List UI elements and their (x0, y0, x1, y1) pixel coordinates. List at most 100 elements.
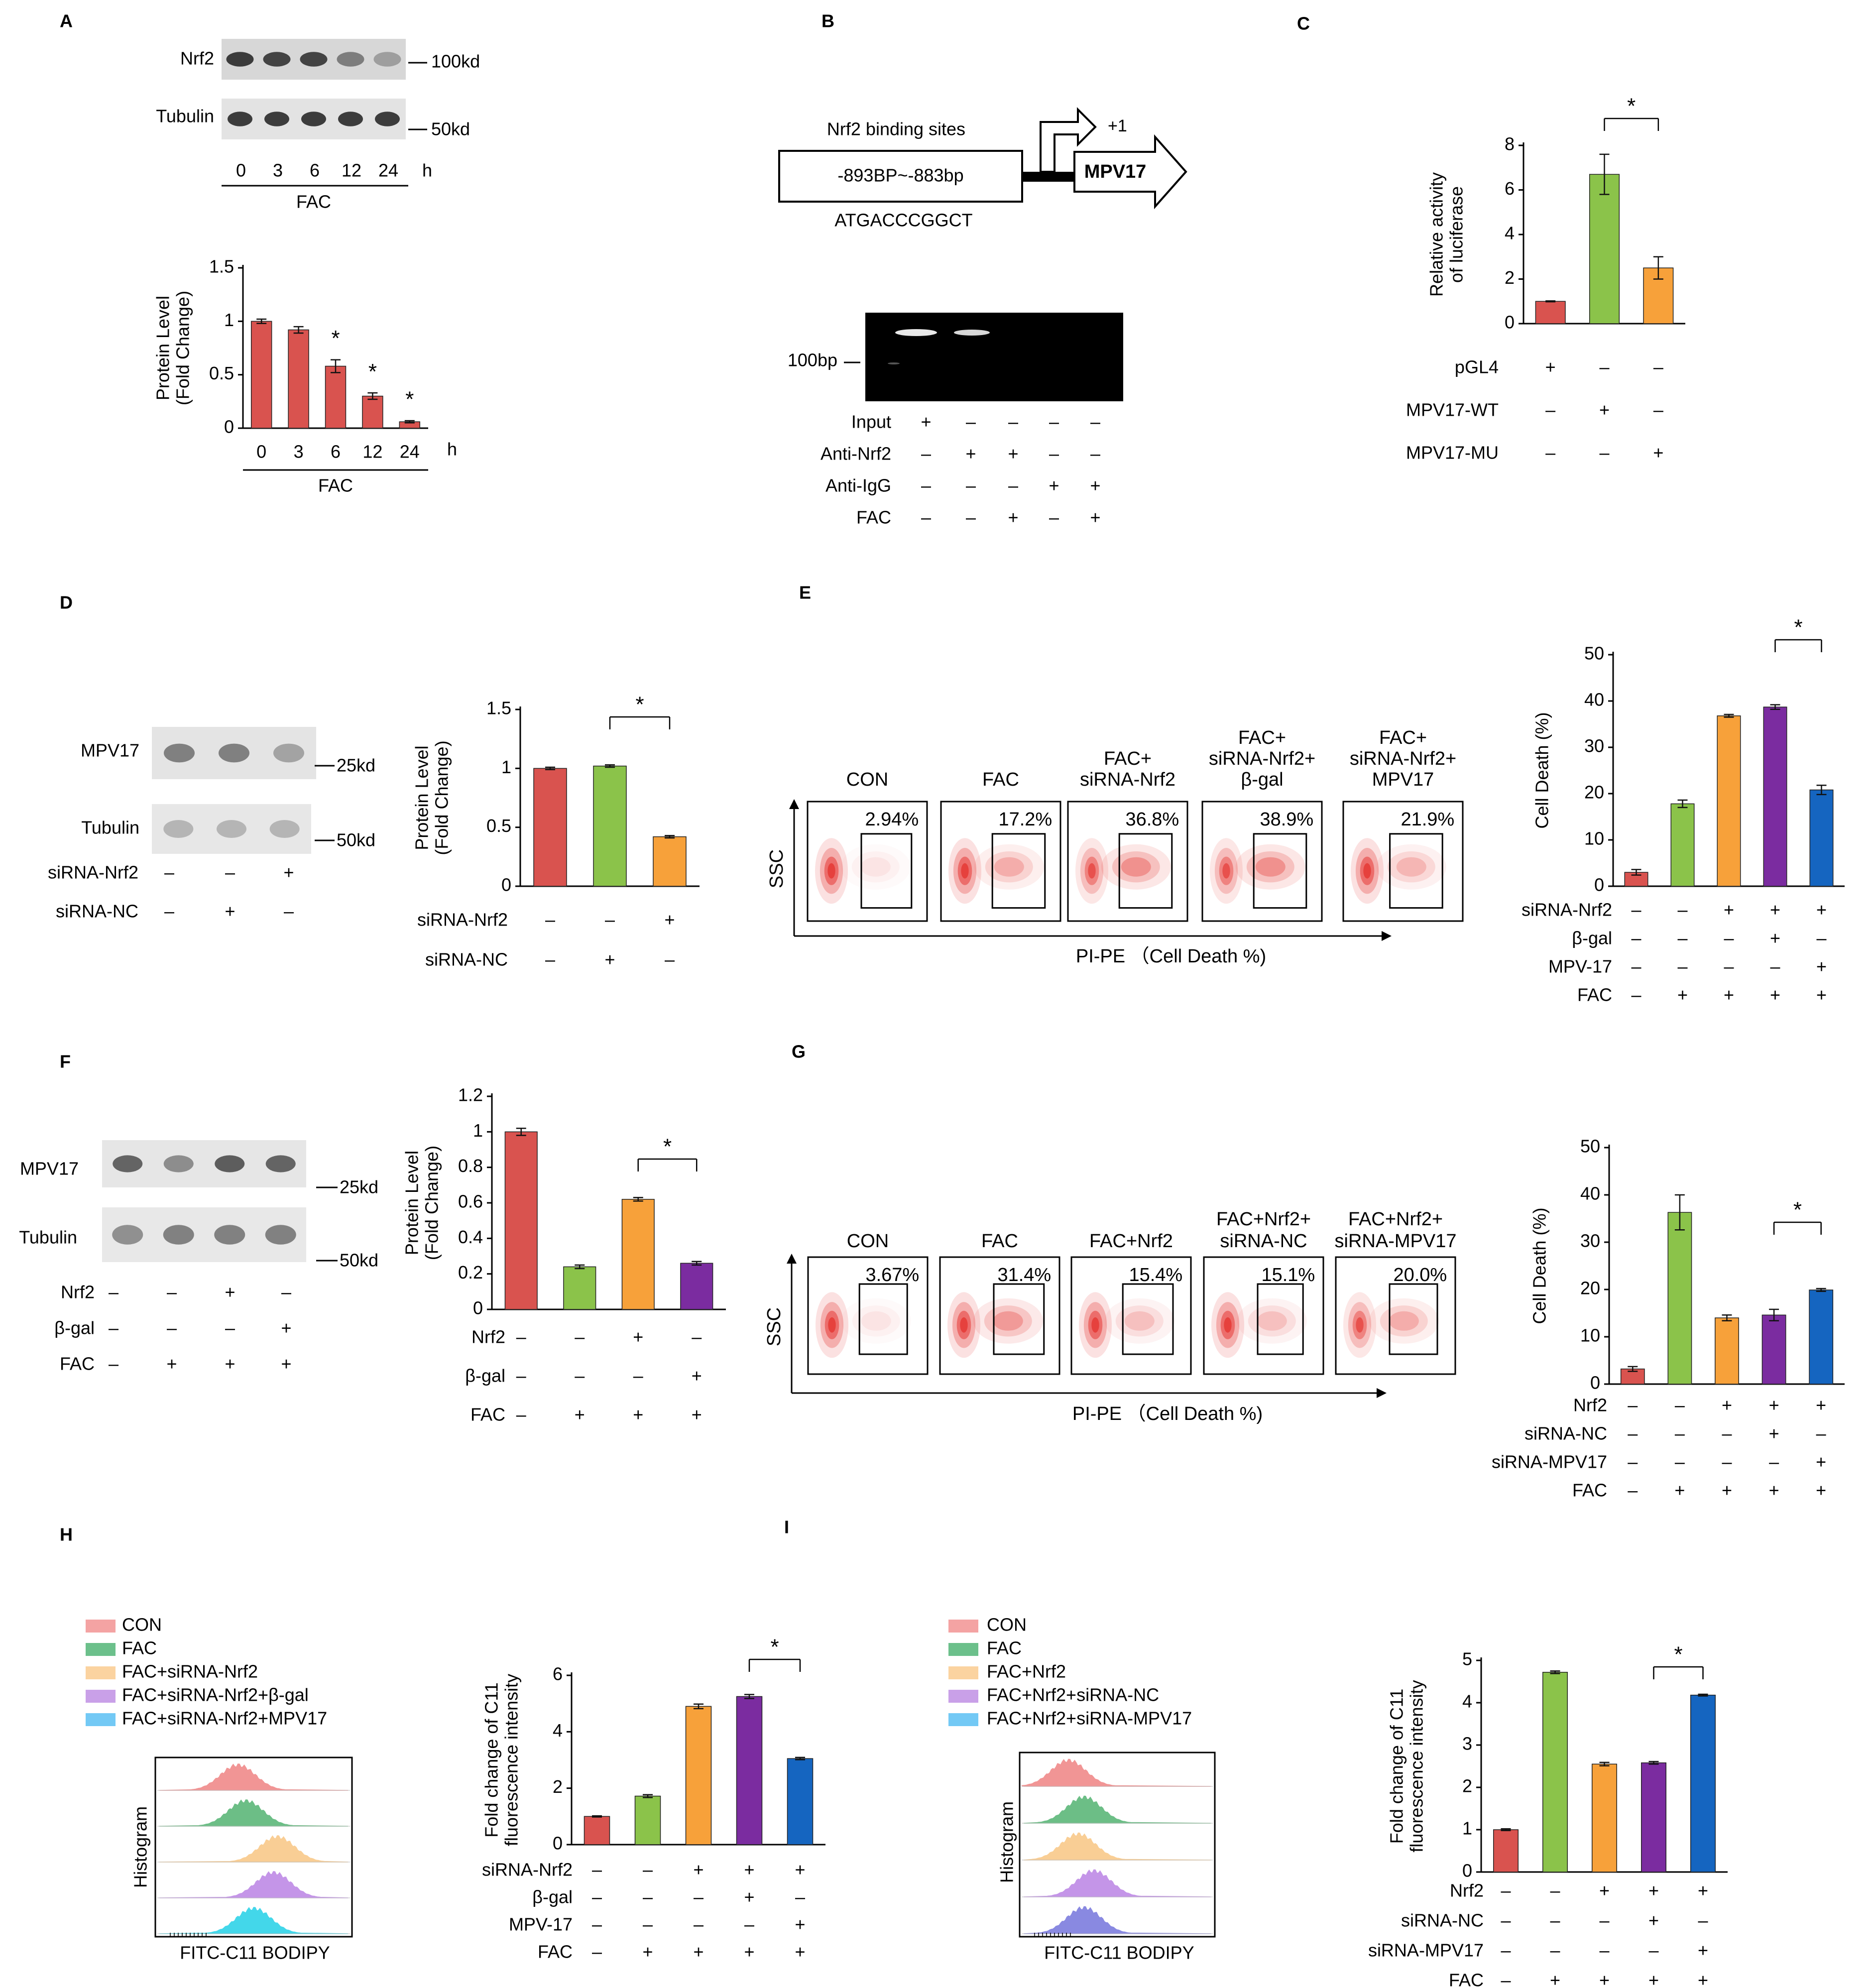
histogram-curve (159, 1907, 349, 1934)
group-label: FAC (296, 192, 331, 212)
condition-sign: – (643, 1860, 653, 1880)
density-cloud (1246, 851, 1294, 883)
bar-chart-A: 0 0.5 1 1.5 Protein Level (Fold Change) * * * (153, 256, 428, 437)
group-label: FAC (318, 475, 353, 496)
condition-sign: – (692, 1327, 702, 1347)
condition-row-label: siRNA-MPV17 (1492, 1452, 1607, 1472)
western-blot-strip (222, 39, 406, 80)
y-tick-label: 3 (1462, 1734, 1472, 1754)
condition-sign: – (575, 1327, 585, 1347)
condition-sign: – (921, 475, 931, 496)
bar (621, 1199, 655, 1310)
y-axis-label: of luciferase (1446, 186, 1467, 283)
condition-row-label: siRNA-Nrf2 (48, 862, 138, 883)
y-axis-label: Relative activity (1426, 172, 1447, 297)
condition-sign: – (164, 901, 174, 922)
flow-plot-title: FAC+Nrf2+ (1216, 1209, 1311, 1230)
size-marker-label: 100kd (431, 51, 480, 72)
y-tick-label: 20 (1580, 1278, 1600, 1298)
panel-label: F (60, 1052, 71, 1072)
bar (362, 395, 383, 429)
bar (787, 1758, 814, 1845)
blot-band (300, 52, 328, 67)
y-tick-label: 4 (1462, 1691, 1472, 1712)
legend-entry: FAC+Nrf2 (987, 1661, 1066, 1682)
y-tick-label: 10 (1584, 828, 1604, 849)
condition-sign: + (1648, 1910, 1659, 1931)
condition-row-label: FAC (1449, 1970, 1484, 1988)
condition-sign: – (1628, 1452, 1638, 1472)
size-marker-label: 25kd (340, 1177, 378, 1197)
legend-swatch (948, 1666, 978, 1679)
legend-entry: CON (122, 1615, 162, 1635)
x-tick-label: 6 (331, 442, 341, 462)
gene-name: MPV17 (1084, 161, 1147, 182)
gate-box (1257, 1283, 1304, 1355)
legend-entry: FAC+Nrf2+siRNA-NC (987, 1685, 1159, 1705)
condition-sign: + (1698, 1970, 1708, 1988)
gel-marker-band (888, 362, 900, 364)
condition-sign: – (1008, 412, 1018, 432)
y-axis-label: (Fold Change) (432, 740, 452, 855)
legend-swatch (86, 1620, 116, 1633)
condition-sign: + (744, 1942, 754, 1962)
flow-plot: 15.4% (1070, 1256, 1192, 1375)
bar (1493, 1829, 1519, 1872)
condition-sign: – (592, 1887, 602, 1907)
condition-table: siRNA-Nrf2 – – + siRNA-NC – + – (417, 910, 675, 970)
legend-swatch (948, 1690, 978, 1703)
condition-sign: – (164, 862, 174, 883)
blot-row-label: Tubulin (156, 106, 214, 126)
blot-band (338, 112, 363, 126)
histogram-curve (159, 1799, 349, 1827)
blot-band (273, 743, 304, 763)
condition-sign: – (1501, 1970, 1511, 1988)
significance-star: * (635, 693, 644, 717)
condition-sign: + (283, 862, 294, 883)
condition-sign: – (1653, 357, 1663, 377)
axis-arrowhead (1377, 1388, 1387, 1398)
y-tick-label: 0.4 (458, 1227, 483, 1247)
unit-label: h (447, 439, 457, 460)
y-tick-label: 1.5 (486, 698, 511, 718)
y-tick-label: 40 (1580, 1183, 1600, 1204)
size-marker-label: 50kd (431, 119, 470, 139)
blot-band (264, 112, 289, 126)
histogram-x-label: FITC-C11 BODIPY (1044, 1943, 1194, 1963)
condition-sign: – (1724, 928, 1734, 948)
density-cloud (1224, 1317, 1232, 1333)
condition-sign: + (1648, 1970, 1659, 1988)
condition-sign: – (744, 1914, 754, 1935)
blot-band (265, 1225, 296, 1245)
x-tick-label: 3 (294, 442, 304, 462)
density-cloud (1112, 851, 1160, 883)
y-tick-label: 5 (1462, 1649, 1472, 1669)
western-blot-strip (152, 804, 311, 854)
bar (1641, 1762, 1666, 1872)
blot-lane-label: 3 (273, 160, 283, 181)
condition-sign: – (921, 507, 931, 528)
condition-sign: – (1631, 956, 1641, 977)
condition-sign: + (1769, 1423, 1779, 1444)
gate-box (1122, 1283, 1174, 1355)
bar (736, 1696, 763, 1845)
bar-chart-I: 0 1 2 3 4 5 Fold change of C11 fluorescence int… (1387, 1642, 1728, 1881)
bar (1592, 1763, 1617, 1872)
y-tick-label: 20 (1584, 782, 1604, 803)
density-cloud (993, 1311, 1023, 1331)
density-cloud (960, 1317, 968, 1333)
gate-box (860, 833, 913, 909)
condition-sign: – (1049, 507, 1059, 528)
density-cloud (1248, 1305, 1296, 1337)
density-cloud (1257, 1311, 1287, 1331)
condition-row-label: β-gal (465, 1366, 505, 1386)
histogram-x-label: FITC-C11 BODIPY (180, 1943, 330, 1963)
flow-plot-title: siRNA-Nrf2+ (1350, 748, 1456, 769)
condition-sign: + (1816, 900, 1827, 920)
y-tick-label: 0 (501, 875, 511, 895)
condition-sign: + (1722, 1480, 1732, 1501)
density-cloud (973, 1298, 1043, 1344)
condition-sign: – (1675, 1395, 1685, 1415)
y-axis-label: Protein Level (412, 745, 432, 850)
condition-sign: – (1501, 1940, 1511, 1961)
